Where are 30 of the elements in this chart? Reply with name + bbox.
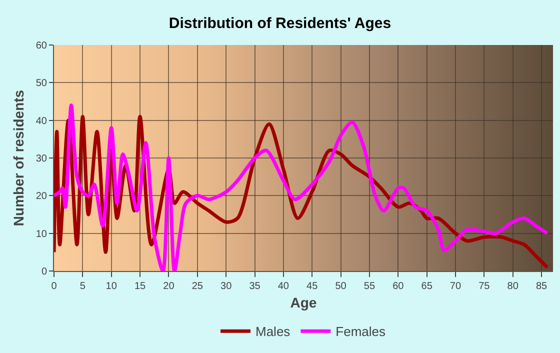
- x-tick-label: 75: [478, 281, 490, 292]
- legend-label: Males: [256, 324, 291, 340]
- y-tick-label: 50: [36, 78, 48, 90]
- x-tick-label: 85: [536, 281, 548, 292]
- chart-title: Distribution of Residents' Ages: [168, 15, 392, 32]
- x-tick-label: 65: [421, 281, 433, 292]
- x-tick-label: 25: [192, 281, 204, 292]
- y-tick-label: 40: [36, 116, 48, 127]
- y-tick-label: 60: [36, 40, 48, 52]
- x-tick-label: 55: [364, 281, 376, 292]
- x-tick-label: 5: [80, 281, 86, 292]
- x-tick-label: 60: [392, 281, 404, 292]
- x-tick-label: 15: [134, 281, 146, 292]
- x-tick-label: 20: [163, 281, 175, 292]
- x-tick-label: 70: [450, 281, 462, 292]
- x-tick-label: 0: [51, 281, 58, 292]
- y-tick-label: 10: [36, 228, 48, 240]
- x-tick-label: 50: [335, 281, 347, 292]
- x-tick-label: 10: [106, 281, 118, 292]
- y-tick-label: 0: [41, 266, 48, 278]
- x-tick-label: 80: [507, 281, 519, 292]
- x-tick-label: 45: [306, 281, 318, 292]
- x-tick-label: 30: [220, 281, 232, 292]
- y-axis-title: Number of residents: [10, 90, 26, 226]
- legend-label: Females: [336, 324, 386, 340]
- x-tick-label: 35: [249, 281, 261, 292]
- y-tick-label: 20: [36, 191, 48, 202]
- x-axis-title: Age: [290, 294, 317, 310]
- y-tick-label: 30: [36, 154, 48, 164]
- x-tick-label: 40: [278, 281, 290, 292]
